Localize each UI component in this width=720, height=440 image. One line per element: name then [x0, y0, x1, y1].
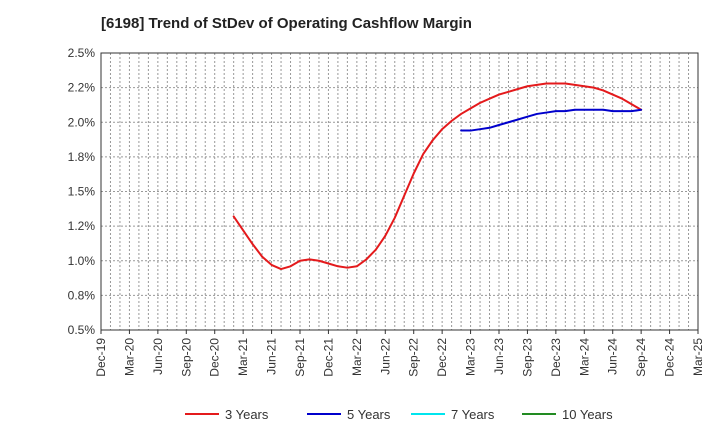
x-tick-label: Jun-23 — [492, 338, 506, 375]
legend-label-7-years: 7 Years — [451, 407, 495, 422]
series-line-3-years — [232, 82, 643, 271]
series-lines — [232, 82, 643, 271]
x-tick-label: Mar-21 — [236, 338, 250, 376]
x-tick-label: Dec-22 — [435, 338, 449, 377]
y-tick-label: 1.5% — [68, 185, 96, 199]
plot-frame — [100, 52, 699, 331]
x-tick-label: Sep-24 — [634, 338, 648, 377]
x-tick-label: Dec-19 — [94, 338, 108, 377]
x-tick-label: Mar-23 — [464, 338, 478, 376]
y-tick-label: 0.5% — [68, 323, 96, 337]
x-tick-label: Sep-23 — [520, 338, 534, 377]
x-tick-label: Sep-21 — [293, 338, 307, 377]
legend-label-3-years: 3 Years — [225, 407, 269, 422]
legend-label-5-years: 5 Years — [347, 407, 391, 422]
x-tick-label: Sep-22 — [407, 338, 421, 377]
y-tick-label: 2.0% — [68, 115, 96, 129]
y-tick-label: 1.8% — [68, 150, 96, 164]
x-tick-label: Jun-22 — [378, 338, 392, 375]
y-tick-label: 0.8% — [68, 288, 96, 302]
y-tick-label: 1.2% — [68, 219, 96, 233]
y-tick-label: 2.2% — [68, 81, 96, 95]
x-tick-label: Dec-21 — [321, 338, 335, 377]
series-line-5-years — [460, 108, 643, 132]
legend: 3 Years 5 Years 7 Years 10 Years — [185, 407, 613, 422]
y-tick-label: 1.0% — [68, 254, 96, 268]
chart-title: [6198] Trend of StDev of Operating Cashf… — [101, 15, 472, 32]
grid — [101, 53, 698, 330]
x-tick-label: Jun-24 — [606, 338, 620, 375]
x-tick-label: Dec-24 — [663, 338, 677, 377]
x-tick-label: Dec-23 — [549, 338, 563, 377]
legend-label-10-years: 10 Years — [562, 407, 613, 422]
x-tick-label: Jun-20 — [151, 338, 165, 375]
x-tick-label: Dec-20 — [208, 338, 222, 377]
x-tick-label: Mar-24 — [577, 338, 591, 376]
y-tick-label: 2.5% — [68, 46, 96, 60]
x-tick-label: Mar-25 — [691, 338, 705, 376]
x-tick-label: Mar-20 — [122, 338, 136, 376]
axes: 0.5% 0.8% 1.0% 1.2% 1.5% 1.8% 2.0% 2.2% 2.5% Dec-… — [68, 46, 705, 377]
x-tick-label: Mar-22 — [350, 338, 364, 376]
x-tick-label: Sep-20 — [179, 338, 193, 377]
x-tick-label: Jun-21 — [265, 338, 279, 375]
